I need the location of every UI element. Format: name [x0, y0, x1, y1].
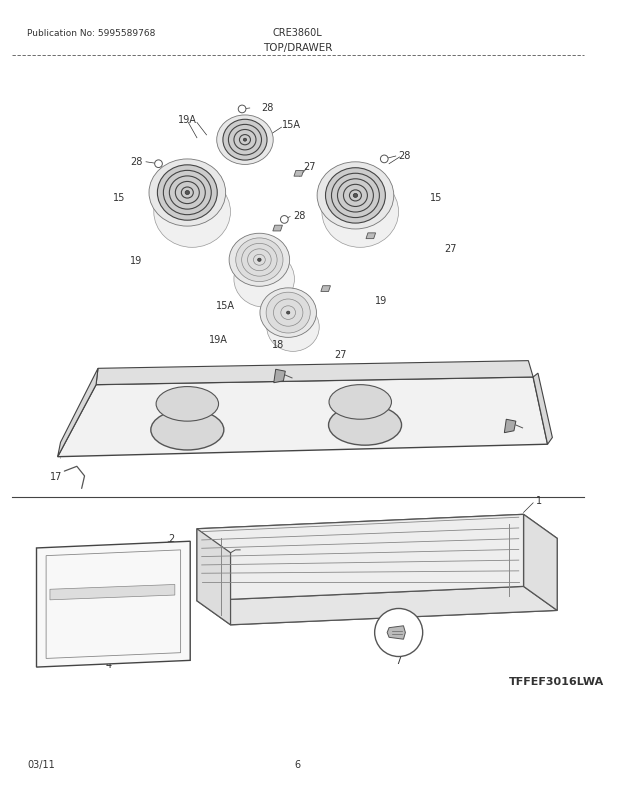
Polygon shape [37, 541, 190, 667]
Polygon shape [197, 586, 557, 625]
Circle shape [154, 160, 162, 168]
Ellipse shape [229, 234, 290, 287]
Circle shape [374, 609, 423, 657]
Text: eReplacementParts.com: eReplacementParts.com [211, 427, 355, 439]
Text: 03/11: 03/11 [27, 759, 55, 769]
Polygon shape [96, 361, 533, 385]
Polygon shape [58, 378, 547, 457]
Ellipse shape [260, 289, 316, 338]
Text: 16: 16 [327, 401, 339, 411]
Polygon shape [58, 369, 98, 457]
Ellipse shape [329, 385, 391, 419]
Ellipse shape [149, 160, 226, 227]
Ellipse shape [286, 312, 290, 314]
Text: TFFEF3016LWA: TFFEF3016LWA [509, 676, 604, 686]
Ellipse shape [266, 293, 310, 334]
Text: 19A: 19A [210, 334, 228, 344]
Ellipse shape [157, 166, 217, 221]
Ellipse shape [326, 168, 386, 224]
Polygon shape [387, 626, 405, 639]
Polygon shape [273, 226, 283, 232]
Polygon shape [533, 374, 552, 444]
Ellipse shape [151, 410, 224, 451]
Ellipse shape [258, 259, 261, 262]
Text: 15: 15 [430, 193, 443, 203]
Ellipse shape [322, 177, 399, 248]
Polygon shape [197, 515, 557, 553]
Polygon shape [50, 585, 175, 600]
Ellipse shape [317, 163, 394, 229]
Ellipse shape [244, 139, 247, 142]
Polygon shape [197, 529, 231, 625]
Text: Publication No: 5995589768: Publication No: 5995589768 [27, 29, 155, 38]
Ellipse shape [217, 115, 273, 165]
Ellipse shape [154, 177, 231, 248]
Ellipse shape [267, 303, 319, 352]
Text: 6: 6 [294, 759, 301, 769]
Text: 18: 18 [519, 412, 531, 422]
Text: 18: 18 [272, 340, 284, 350]
Ellipse shape [223, 120, 267, 161]
Text: 28: 28 [261, 103, 273, 113]
Text: 28: 28 [399, 151, 411, 161]
Text: 15A: 15A [281, 120, 301, 130]
Ellipse shape [329, 405, 402, 446]
Text: 7: 7 [396, 655, 402, 666]
Polygon shape [274, 370, 285, 383]
Text: 19A: 19A [178, 115, 197, 124]
Ellipse shape [156, 387, 218, 422]
Ellipse shape [185, 191, 190, 195]
Text: 2: 2 [168, 533, 174, 544]
Text: 17: 17 [50, 472, 63, 481]
Text: CRE3860L: CRE3860L [273, 28, 322, 38]
Polygon shape [231, 539, 557, 625]
Text: 28: 28 [293, 210, 306, 221]
Ellipse shape [236, 239, 283, 282]
Text: 4: 4 [105, 659, 112, 670]
Text: 27: 27 [334, 350, 347, 359]
Text: 19: 19 [130, 256, 142, 265]
Polygon shape [523, 515, 557, 610]
Text: 27: 27 [444, 244, 456, 254]
Ellipse shape [353, 194, 358, 198]
Polygon shape [366, 233, 376, 239]
Circle shape [381, 156, 388, 164]
Polygon shape [504, 419, 516, 433]
Text: 15: 15 [112, 193, 125, 203]
Polygon shape [321, 286, 330, 292]
Text: 19: 19 [374, 296, 387, 306]
Text: 28: 28 [130, 156, 142, 167]
Circle shape [280, 217, 288, 224]
Text: 27: 27 [259, 258, 272, 269]
Text: 27: 27 [304, 161, 316, 172]
Text: 1: 1 [536, 496, 542, 505]
Polygon shape [294, 171, 304, 177]
Ellipse shape [234, 252, 294, 308]
Text: 15A: 15A [216, 301, 235, 310]
Circle shape [238, 106, 246, 114]
Polygon shape [197, 515, 523, 601]
Text: TOP/DRAWER: TOP/DRAWER [263, 43, 332, 52]
